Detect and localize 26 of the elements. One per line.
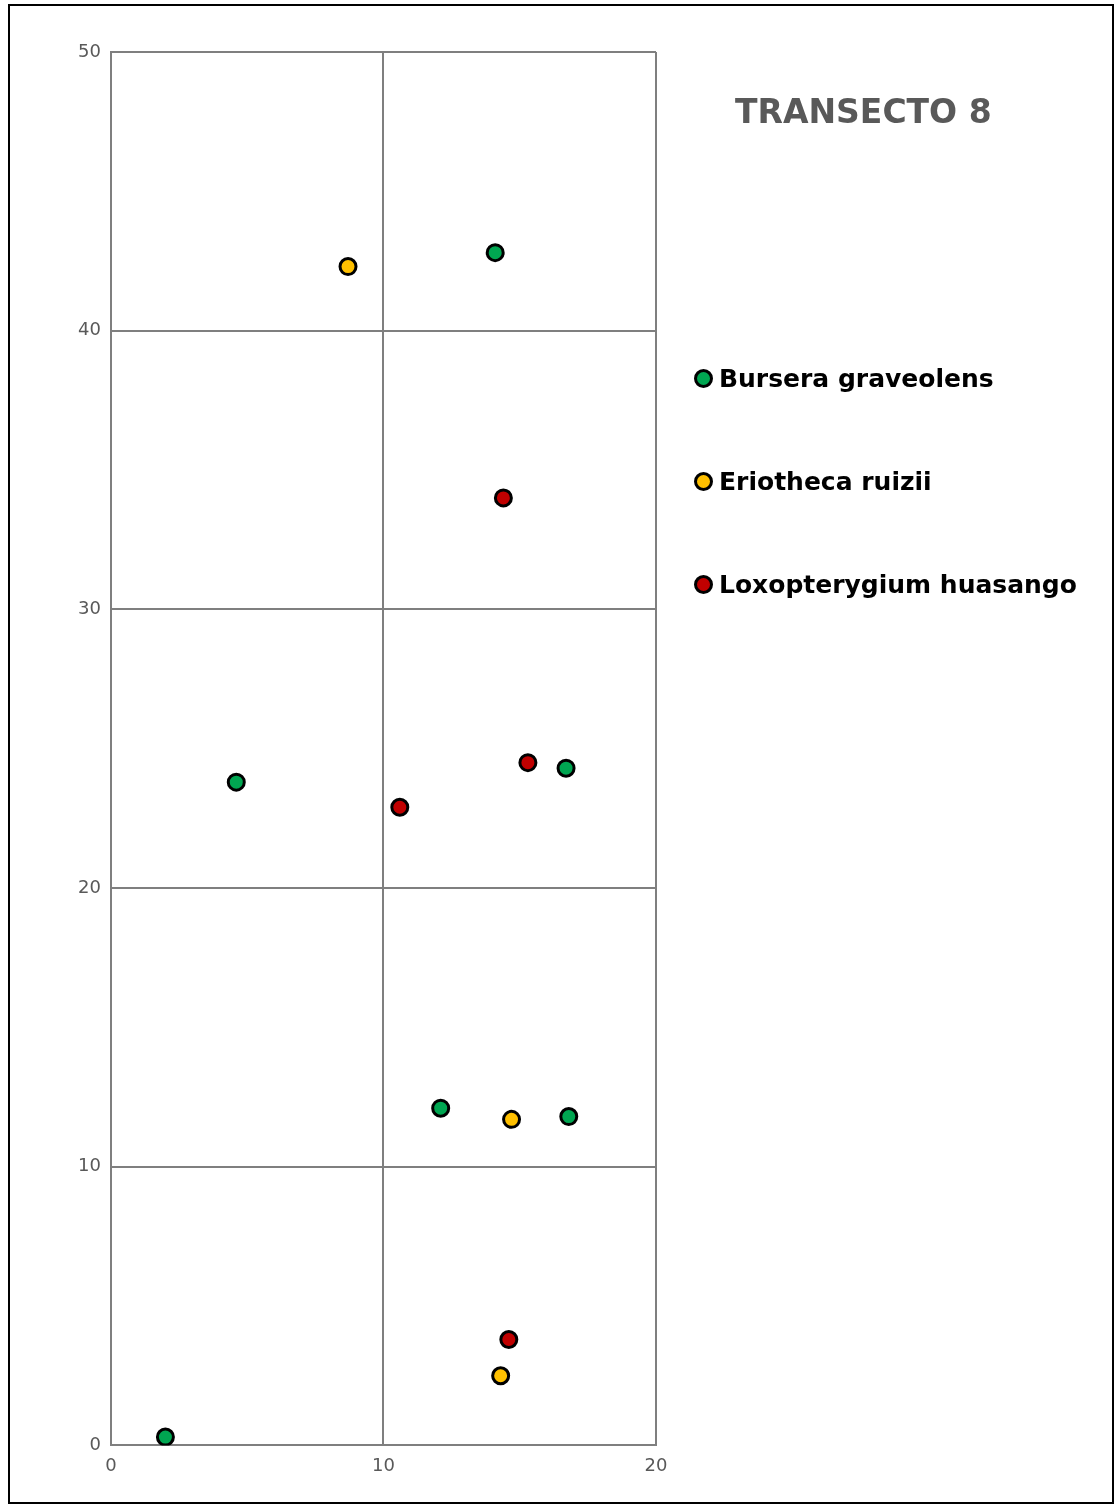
y-tick-label: 20 — [78, 875, 101, 897]
point — [226, 772, 246, 792]
x-tick-label: 20 — [644, 1453, 668, 1475]
point — [431, 1098, 451, 1118]
x-tick-label: 0 — [105, 1453, 117, 1475]
point — [502, 1109, 522, 1129]
point — [485, 243, 505, 263]
text: TRANSECTO 8 — [735, 92, 992, 131]
y-tick-label: 50 — [78, 39, 101, 61]
point — [559, 1107, 579, 1127]
point — [390, 797, 410, 817]
x-tick-label: 10 — [372, 1453, 395, 1475]
legend-label: Bursera graveolens — [719, 363, 994, 393]
legend-label: Eriotheca ruizii — [719, 466, 932, 496]
point — [556, 758, 576, 778]
point — [491, 1366, 511, 1386]
point — [499, 1330, 519, 1349]
legend-label: Loxopterygium huasango — [719, 569, 1077, 599]
y-tick-label: 30 — [78, 597, 101, 619]
point — [518, 753, 538, 773]
point — [493, 488, 513, 508]
y-tick-label: 0 — [89, 1433, 101, 1455]
y-tick-label: 10 — [78, 1154, 101, 1176]
point — [155, 1427, 175, 1446]
y-tick-label: 40 — [78, 318, 101, 340]
point — [338, 257, 358, 277]
